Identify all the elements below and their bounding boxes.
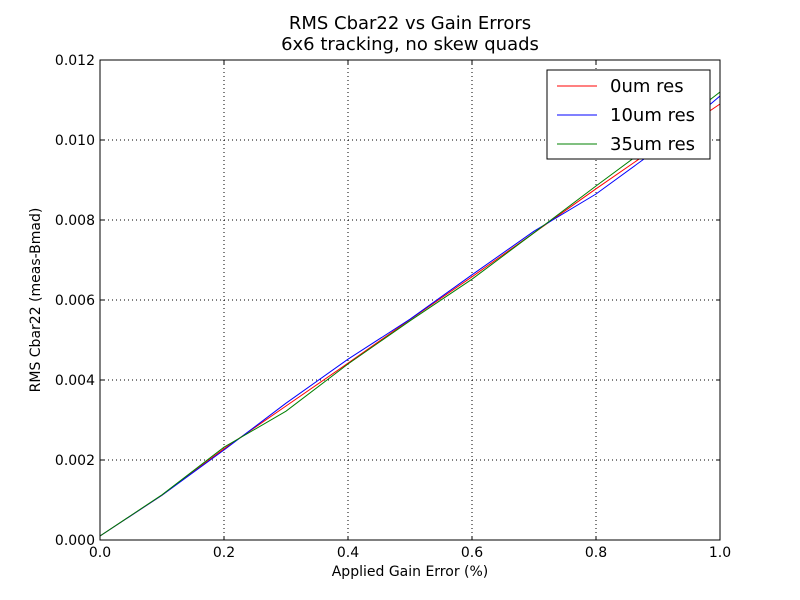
- legend-label-0um: 0um res: [610, 76, 684, 97]
- y-tick-label: 0.002: [55, 453, 95, 469]
- x-tick-label: 1.0: [709, 545, 731, 561]
- y-axis-label: RMS Cbar22 (meas-Bmad): [28, 208, 44, 393]
- x-axis-label: Applied Gain Error (%): [332, 564, 489, 580]
- series-lines: [99, 91, 721, 537]
- y-tick-label: 0.012: [55, 53, 95, 69]
- legend-label-10um: 10um res: [610, 105, 695, 126]
- y-tick-label: 0.010: [55, 133, 95, 149]
- chart-title: RMS Cbar22 vs Gain Errors: [289, 13, 531, 34]
- x-tick-label: 0.4: [337, 545, 359, 561]
- legend: 0um res 10um res 35um res: [546, 69, 711, 160]
- series-line-1: [99, 95, 721, 537]
- y-tick-label: 0.004: [55, 373, 95, 389]
- y-tick-label: 0.008: [55, 213, 95, 229]
- series-line-2: [99, 91, 721, 537]
- x-tick-label: 0.0: [89, 545, 111, 561]
- axis-ticks: 0.0 0.2 0.4 0.6 0.8 1.0 0.000 0.002 0.004 0.006 0.…: [55, 53, 731, 561]
- y-tick-label: 0.000: [55, 533, 95, 549]
- x-tick-label: 0.8: [585, 545, 607, 561]
- y-tick-label: 0.006: [55, 293, 95, 309]
- chart-subtitle: 6x6 tracking, no skew quads: [281, 34, 539, 55]
- legend-label-35um: 35um res: [610, 134, 695, 155]
- x-tick-label: 0.6: [461, 545, 483, 561]
- x-tick-label: 0.2: [213, 545, 235, 561]
